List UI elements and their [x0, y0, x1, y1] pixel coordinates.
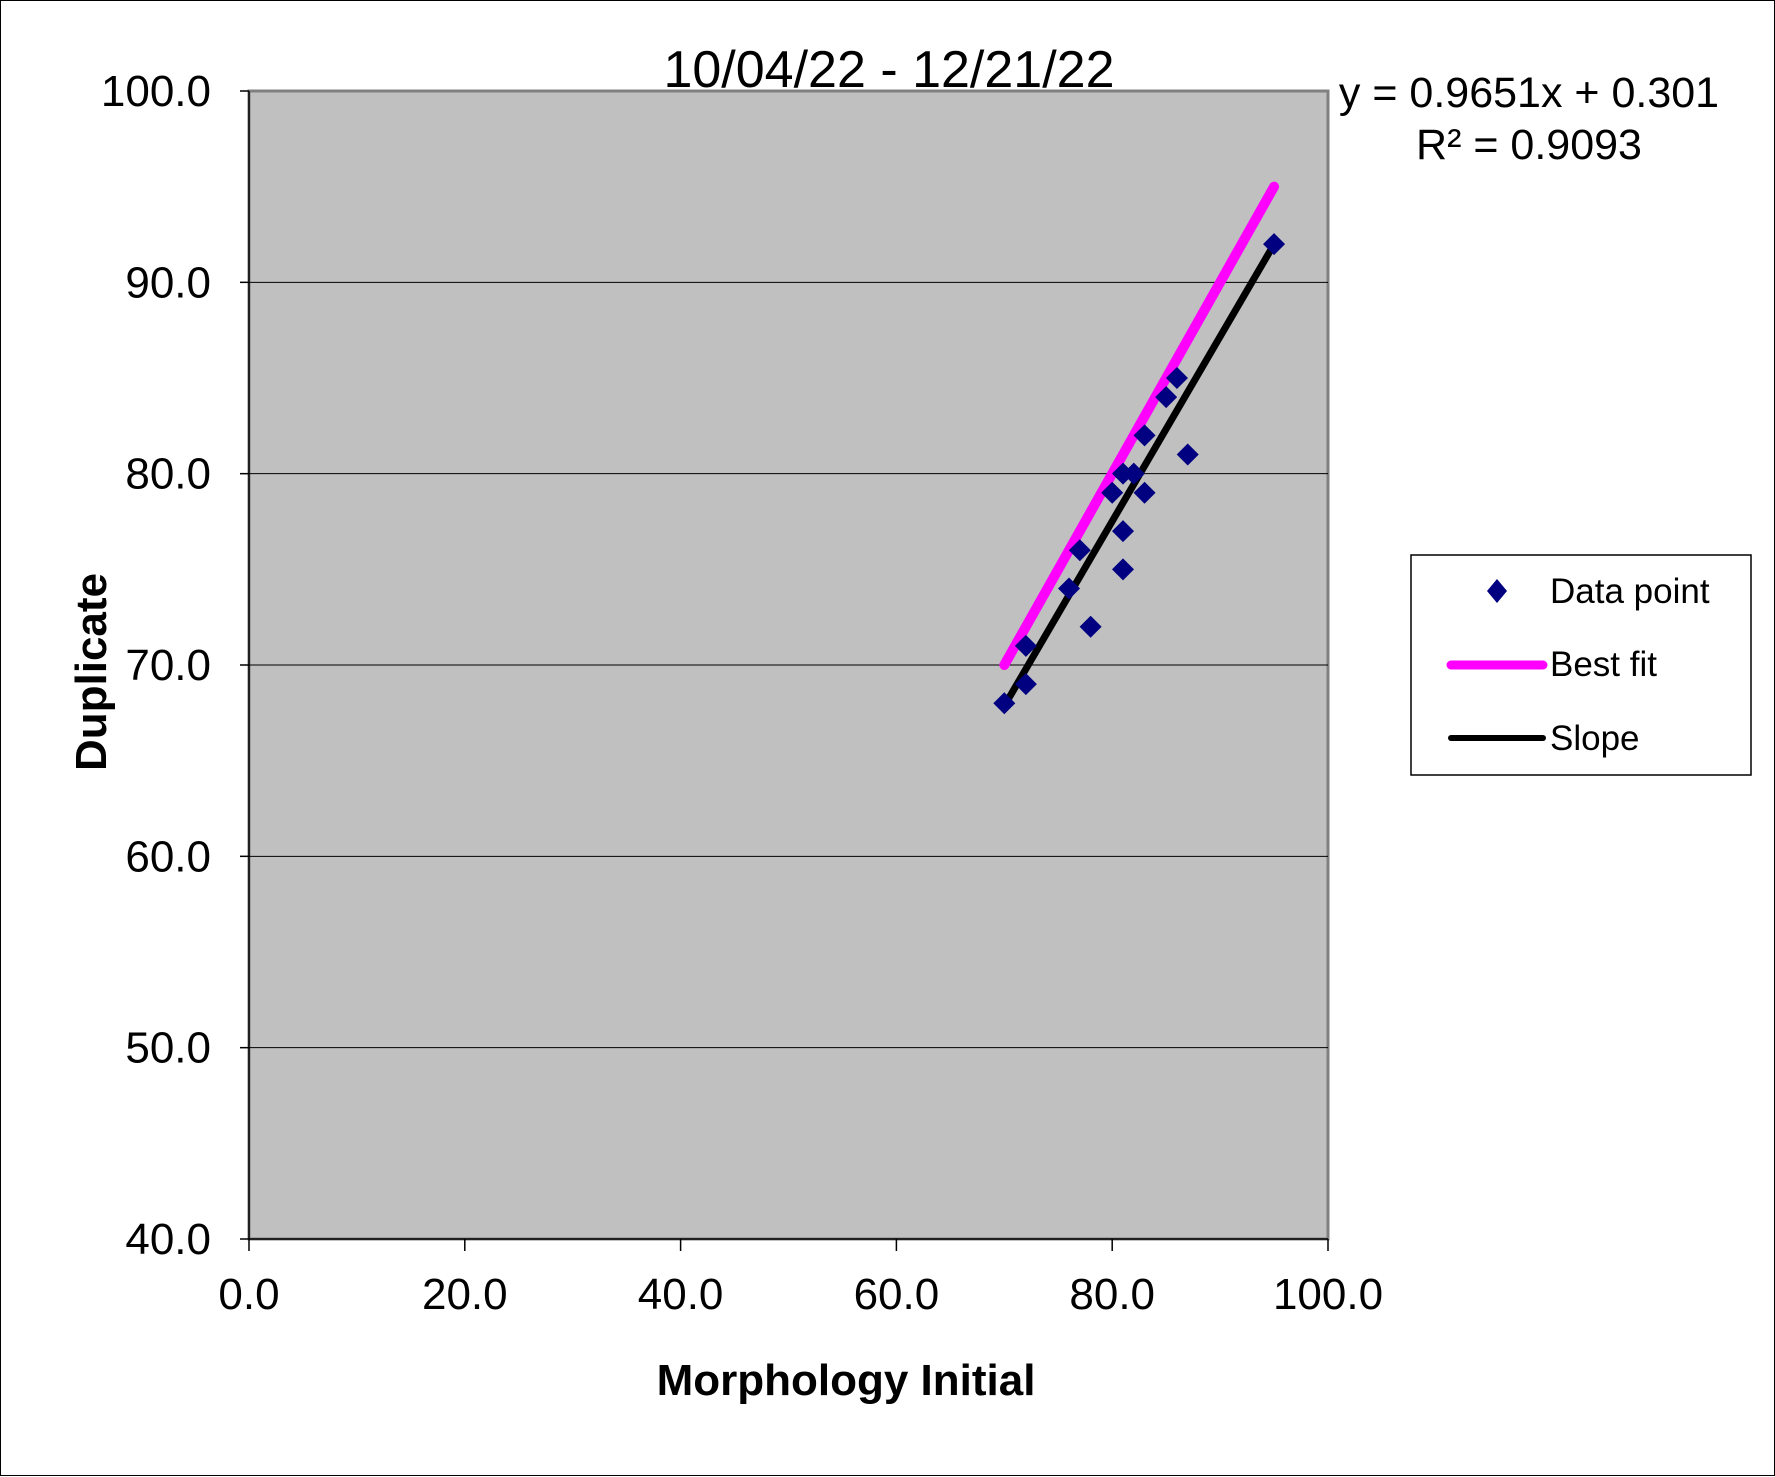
r-squared-value: R² = 0.9093: [1416, 121, 1642, 169]
legend-diamond-icon: [1487, 579, 1507, 603]
data-point-marker: [1101, 481, 1124, 504]
best-fit-line: [999, 181, 1280, 670]
y-tick-label: 50.0: [125, 1024, 211, 1073]
data-point-marker: [1122, 462, 1145, 485]
data-point-marker: [1058, 577, 1081, 600]
data-point-marker: [1014, 673, 1037, 696]
legend: Data point Best fit Slope: [1410, 554, 1752, 776]
data-point-marker: [1263, 233, 1286, 256]
x-tick-label: 0.0: [218, 1270, 279, 1319]
legend-label-slope: Slope: [1550, 719, 1640, 758]
x-tick-label: 60.0: [854, 1270, 940, 1319]
data-point-marker: [1165, 367, 1188, 389]
x-tick-label: 100.0: [1273, 1270, 1383, 1319]
data-point-marker: [1014, 634, 1037, 657]
y-tick-label: 80.0: [125, 450, 211, 499]
x-tick-label: 40.0: [638, 1270, 724, 1319]
y-tick-label: 90.0: [125, 258, 211, 307]
y-tick-label: 60.0: [125, 832, 211, 881]
x-axis-title: Morphology Initial: [657, 1356, 1036, 1405]
y-axis-title: Duplicate: [67, 573, 116, 771]
data-point-marker: [993, 692, 1016, 715]
data-point-marker: [1068, 539, 1091, 562]
data-points: [993, 233, 1286, 715]
trendline-equation: y = 0.9651x + 0.301: [1339, 69, 1719, 117]
data-point-marker: [1111, 520, 1134, 543]
legend-label-data-point: Data point: [1550, 572, 1710, 611]
y-tick-label: 70.0: [125, 641, 211, 690]
x-axis-ticks: 0.0 20.0 40.0 60.0 80.0 100.0: [218, 1239, 1383, 1319]
y-tick-label: 40.0: [125, 1215, 211, 1264]
data-point-marker: [1111, 558, 1134, 581]
data-point-marker: [1176, 443, 1199, 466]
chart-title: 10/04/22 - 12/21/22: [663, 41, 1114, 99]
y-axis-ticks: 40.0 50.0 60.0 70.0 80.0 90.0 100.0: [101, 67, 249, 1264]
data-point-marker: [1133, 424, 1156, 447]
legend-label-best-fit: Best fit: [1550, 645, 1657, 684]
data-point-marker: [1133, 481, 1156, 504]
x-tick-label: 80.0: [1069, 1270, 1155, 1319]
gridlines: [249, 281, 1328, 1049]
x-tick-label: 20.0: [422, 1270, 508, 1319]
y-tick-label: 100.0: [101, 67, 211, 116]
data-point-marker: [1079, 615, 1102, 638]
data-point-marker: [1155, 386, 1178, 409]
